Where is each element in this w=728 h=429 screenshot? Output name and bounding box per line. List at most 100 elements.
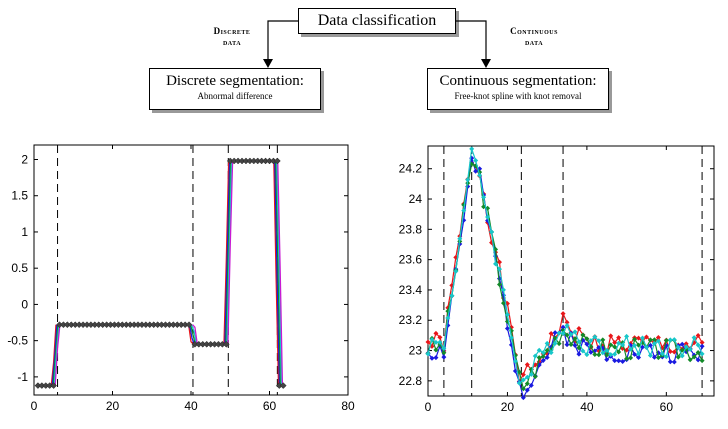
- right-data-point-cyan: [497, 266, 502, 272]
- left-transition-line: [188, 324, 195, 345]
- right-data-point-green: [500, 300, 506, 306]
- right-data-point-cyan: [628, 346, 634, 352]
- right-data-point-cyan: [695, 342, 701, 348]
- right-data-point-cyan: [516, 380, 522, 386]
- right-data-point-blue: [544, 354, 550, 360]
- right-data-point-cyan: [441, 345, 447, 351]
- left-transition-line: [226, 160, 233, 345]
- right-data-point-blue: [632, 351, 638, 357]
- right-data-point-red: [524, 362, 530, 368]
- left-data-point: [50, 382, 57, 389]
- right-data-point-green: [632, 336, 638, 342]
- right-data-point-green: [636, 342, 642, 348]
- right-data-point-red: [636, 335, 642, 341]
- left-transition-line: [274, 160, 281, 386]
- right-data-point-green: [564, 332, 570, 338]
- right-data-point-green: [520, 386, 526, 392]
- left-ytick-label: 0: [21, 297, 28, 311]
- right-data-point-green: [608, 342, 614, 348]
- right-data-point-cyan: [540, 350, 546, 356]
- right-series-line-green: [427, 163, 703, 391]
- right-data-point-cyan: [548, 350, 554, 356]
- right-data-point-cyan: [647, 353, 653, 359]
- continuous-segmentation-title: Continuous segmentation:: [439, 73, 597, 89]
- right-data-point-cyan: [489, 229, 495, 235]
- arrow-to-continuous: [456, 20, 487, 60]
- right-ytick-label: 23.4: [399, 283, 423, 297]
- left-ytick-label: 1: [21, 225, 28, 239]
- right-data-point-cyan: [600, 350, 606, 356]
- left-transition-line: [54, 324, 61, 386]
- right-data-point-blue: [604, 357, 610, 363]
- right-data-point-blue: [528, 382, 534, 388]
- right-data-point-blue: [640, 344, 645, 350]
- right-data-point-blue: [564, 342, 570, 348]
- data-classification-label: Data classification: [317, 12, 437, 29]
- left-ytick-label: 1.5: [11, 189, 28, 203]
- right-data-point-red: [667, 349, 673, 355]
- right-data-point-blue: [584, 341, 590, 347]
- arrow-head-discrete: [263, 59, 273, 68]
- right-data-point-green: [612, 344, 618, 350]
- right-data-point-red: [564, 319, 570, 325]
- right-data-point-green: [584, 336, 590, 342]
- right-data-point-cyan: [532, 353, 538, 359]
- left-xtick-label: 0: [31, 399, 38, 413]
- right-data-point-green: [568, 341, 574, 347]
- left-data-point: [222, 340, 230, 348]
- right-data-point-cyan: [620, 342, 626, 348]
- right-data-point-blue: [695, 357, 701, 363]
- right-data-point-cyan: [461, 208, 467, 214]
- left-transition-line: [223, 160, 230, 345]
- right-data-point-green: [536, 355, 542, 361]
- right-data-point-blue: [524, 387, 530, 393]
- right-data-point-blue: [699, 343, 705, 349]
- right-data-point-green: [544, 347, 550, 353]
- right-data-point-red: [437, 334, 443, 340]
- right-data-point-green: [699, 358, 705, 364]
- left-ytick-label: 0.5: [11, 261, 28, 275]
- left-transition-line: [224, 160, 231, 345]
- right-data-point-cyan: [572, 329, 578, 335]
- right-data-point-red: [560, 311, 566, 317]
- right-data-point-red: [643, 334, 649, 340]
- right-data-point-blue: [552, 330, 558, 336]
- right-data-point-cyan: [528, 371, 534, 377]
- left-transition-line: [273, 160, 280, 386]
- discrete-data-label: Discrete data: [200, 26, 264, 48]
- left-xtick-label: 20: [106, 399, 120, 413]
- right-data-point-cyan: [612, 351, 618, 357]
- right-data-point-blue: [616, 358, 622, 364]
- right-data-point-blue: [671, 359, 677, 365]
- right-data-point-green: [604, 352, 610, 358]
- right-data-point-green: [616, 349, 622, 355]
- left-xtick-label: 80: [341, 399, 355, 413]
- right-data-point-red: [695, 332, 701, 338]
- right-ytick-label: 23.2: [399, 313, 423, 327]
- right-data-point-blue: [576, 351, 582, 357]
- right-data-point-green: [675, 354, 681, 360]
- right-data-point-cyan: [453, 268, 459, 274]
- discrete-segmentation-subtitle: Abnormal difference: [197, 91, 273, 101]
- continuous-data-label: Continuous data: [494, 26, 574, 48]
- right-data-point-green: [695, 349, 701, 355]
- left-data-point: [185, 321, 193, 329]
- right-data-point-cyan: [663, 354, 669, 360]
- right-data-point-cyan: [481, 194, 487, 200]
- right-xtick-label: 40: [580, 400, 594, 414]
- right-data-point-red: [520, 372, 526, 378]
- right-data-point-green: [580, 332, 586, 338]
- right-ytick-label: 23: [409, 344, 423, 358]
- right-data-point-cyan: [659, 351, 665, 357]
- right-data-point-cyan: [588, 338, 594, 344]
- right-data-point-cyan: [564, 322, 570, 328]
- continuous-segmentation-box: Continuous segmentation: Free-knot splin…: [427, 68, 609, 110]
- right-data-point-red: [608, 333, 614, 339]
- right-data-point-green: [655, 355, 661, 361]
- right-data-point-cyan: [485, 214, 491, 220]
- right-data-point-cyan: [636, 351, 642, 357]
- discrete-segmentation-box: Discrete segmentation: Abnormal differen…: [149, 68, 321, 110]
- left-transition-line: [50, 324, 57, 386]
- right-data-point-green: [532, 374, 538, 380]
